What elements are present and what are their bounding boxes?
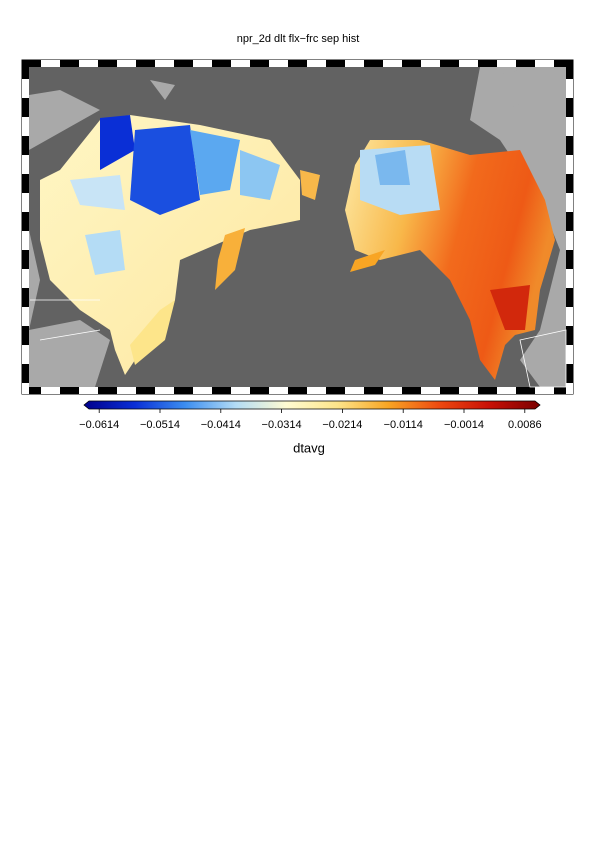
colorbar-tick-label: −0.0014 (444, 419, 484, 431)
colorbar-ramp (83, 400, 541, 410)
colorbar-tick-label: −0.0614 (79, 419, 119, 431)
colorbar: −0.0614 −0.0514 −0.0414 −0.0314 −0.0214 −0.01… (79, 400, 542, 431)
colorbar-tick-label: −0.0314 (262, 419, 302, 431)
colorbar-tick-label: −0.0514 (140, 419, 180, 431)
colorbar-tick-label: −0.0414 (201, 419, 241, 431)
colorbar-label: dtavg (293, 440, 325, 455)
colorbar-tick-label: −0.0214 (322, 419, 362, 431)
colorbar-tick-label: 0.0086 (508, 419, 542, 431)
map (21, 59, 574, 395)
colorbar-tick-label: −0.0114 (384, 419, 423, 431)
map-title: npr_2d dlt flx−frc sep hist (237, 33, 360, 45)
